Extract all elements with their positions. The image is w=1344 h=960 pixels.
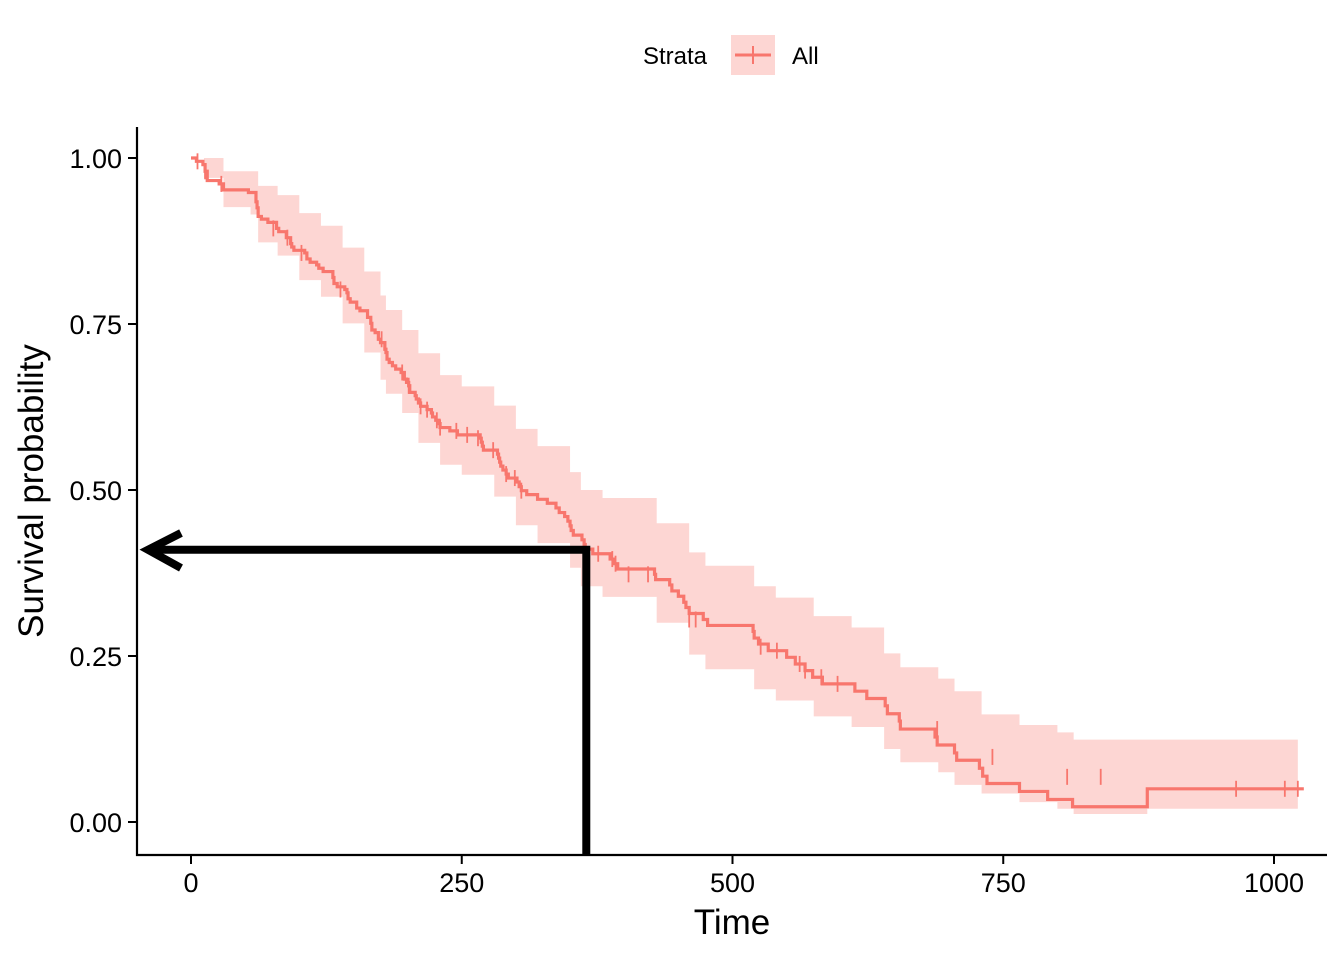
x-axis-title: Time [694, 903, 770, 942]
legend: Strata All [643, 35, 819, 75]
censor-marks [196, 153, 1299, 797]
ticks: 0 250 500 750 1000 0.00 0.25 0.50 0.75 1.00 [69, 144, 1304, 898]
y-tick-label: 0.50 [69, 476, 122, 506]
x-tick-label: 1000 [1244, 868, 1304, 898]
x-tick-label: 750 [981, 868, 1026, 898]
y-tick-label: 0.00 [69, 808, 122, 838]
arrow-head-icon [139, 529, 183, 572]
annotation-line [148, 545, 591, 856]
y-axis-title: Survival probability [12, 344, 51, 638]
survival-curve [191, 156, 1304, 809]
x-tick-label: 0 [183, 868, 198, 898]
ci-band-area [191, 158, 1298, 815]
y-tick-label: 0.75 [69, 310, 122, 340]
y-tick-label: 1.00 [69, 144, 122, 174]
legend-entry-label: All [792, 43, 819, 70]
median-annotation [139, 529, 591, 856]
survival-step-line [191, 156, 1304, 809]
x-tick-label: 500 [710, 868, 755, 898]
confidence-band [191, 158, 1298, 815]
y-tick-label: 0.25 [69, 642, 122, 672]
x-tick-label: 250 [439, 868, 484, 898]
legend-title: Strata [643, 43, 708, 70]
